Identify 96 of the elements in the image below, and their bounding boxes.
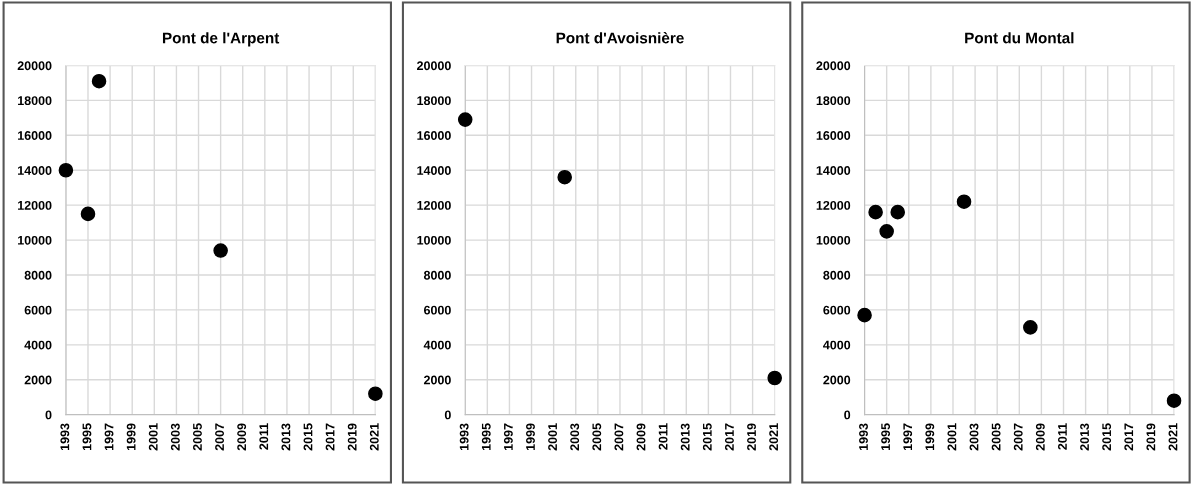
x-tick-label: 1999 <box>526 423 535 451</box>
x-tick-label: 2007 <box>614 423 624 451</box>
point <box>1023 320 1038 335</box>
x-tick-label: 2019 <box>747 423 756 451</box>
y-tick-label: 0 <box>844 410 851 420</box>
y-tick-label: 16000 <box>816 131 851 140</box>
x-tick-label: 2003 <box>969 423 979 451</box>
y-tick-label: 10000 <box>18 235 52 245</box>
x-tick-label: 2015 <box>702 423 712 451</box>
x-tick-label: 2017 <box>1124 423 1134 451</box>
point <box>58 162 74 178</box>
y-tick-label: 2000 <box>24 375 52 385</box>
y-tick-label: 14000 <box>816 166 851 175</box>
x-tick-label: 2015 <box>1102 423 1112 451</box>
x-tick-label: 2017 <box>725 423 734 451</box>
x-tick-label: 1997 <box>503 423 513 451</box>
y-tick-label: 0 <box>45 410 52 420</box>
point <box>1166 393 1182 408</box>
point <box>868 204 883 220</box>
point <box>368 386 383 402</box>
y-tick-label: 12000 <box>417 200 451 210</box>
y-tick-label: 6000 <box>823 305 851 315</box>
y-tick-label: 14000 <box>417 166 451 175</box>
x-tick-label: 2013 <box>680 423 690 451</box>
y-tick-label: 10000 <box>417 235 451 245</box>
y-tick-label: 8000 <box>24 270 52 280</box>
x-tick-label: 1995 <box>82 423 92 451</box>
y-tick-label: 18000 <box>18 96 52 106</box>
y-tick-label: 6000 <box>24 305 52 315</box>
x-tick-label: 1993 <box>859 423 868 451</box>
x-tick-label: 2011 <box>658 423 668 450</box>
point <box>91 73 107 89</box>
x-tick-label: 2005 <box>193 423 202 451</box>
x-tick-label: 2001 <box>548 423 557 451</box>
x-tick-label: 2021 <box>369 423 379 451</box>
point <box>956 194 972 209</box>
y-tick-label: 2000 <box>423 375 451 385</box>
x-tick-label: 2011 <box>1058 423 1067 450</box>
point <box>857 307 872 323</box>
y-tick-label: 12000 <box>18 200 52 210</box>
y-tick-label: 2000 <box>823 375 851 385</box>
x-tick-label: 2013 <box>281 423 291 451</box>
point <box>557 169 572 185</box>
point <box>767 370 782 386</box>
x-tick-label: 2021 <box>1168 423 1178 451</box>
x-tick-label: 2003 <box>170 423 180 451</box>
y-tick-label: 6000 <box>423 305 451 315</box>
x-tick-label: 2005 <box>592 423 602 451</box>
x-tick-label: 2015 <box>303 423 313 451</box>
point <box>213 243 228 258</box>
y-tick-label: 4000 <box>24 340 52 350</box>
y-tick-label: 12000 <box>816 200 851 210</box>
x-tick-label: 1995 <box>881 423 891 451</box>
point <box>890 204 905 220</box>
x-tick-label: 2007 <box>215 423 224 451</box>
x-tick-label: 1995 <box>481 423 491 451</box>
y-tick-label: 16000 <box>18 131 52 140</box>
y-tick-label: 0 <box>444 410 451 420</box>
x-tick-label: 2009 <box>237 423 247 451</box>
x-tick-label: 2019 <box>347 423 357 451</box>
y-tick-label: 14000 <box>18 166 52 175</box>
x-tick-label: 2013 <box>1080 423 1089 451</box>
chart-title: Pont du Montal <box>965 32 1074 44</box>
y-tick-label: 4000 <box>423 340 451 350</box>
x-tick-label: 2001 <box>148 423 158 451</box>
y-tick-label: 4000 <box>823 340 851 350</box>
x-tick-label: 2001 <box>947 423 957 451</box>
x-tick-label: 1997 <box>903 423 913 451</box>
x-tick-label: 1997 <box>104 423 114 451</box>
y-tick-label: 16000 <box>417 131 451 140</box>
x-tick-label: 1993 <box>459 423 469 451</box>
x-tick-label: 2019 <box>1146 423 1156 451</box>
point <box>879 224 894 239</box>
y-tick-label: 18000 <box>417 96 451 106</box>
y-tick-label: 8000 <box>823 270 851 280</box>
y-tick-label: 20000 <box>17 61 52 71</box>
x-tick-label: 2007 <box>1013 423 1023 451</box>
x-tick-label: 2021 <box>769 423 779 451</box>
point <box>457 112 473 127</box>
x-tick-label: 1999 <box>126 423 136 451</box>
x-tick-label: 2011 <box>259 423 269 450</box>
x-tick-label: 2009 <box>636 423 646 451</box>
y-tick-label: 10000 <box>816 235 851 245</box>
chart-title: Pont d'Avoisnière <box>556 32 684 44</box>
point <box>80 206 96 222</box>
x-tick-label: 2009 <box>1035 423 1045 451</box>
y-tick-label: 18000 <box>816 96 851 106</box>
x-tick-label: 1993 <box>60 423 70 451</box>
y-tick-label: 20000 <box>417 61 451 71</box>
y-tick-label: 20000 <box>816 61 851 71</box>
y-tick-label: 8000 <box>423 270 451 280</box>
x-tick-label: 2017 <box>325 423 335 451</box>
x-tick-label: 2003 <box>570 423 580 451</box>
x-tick-label: 2005 <box>991 423 1001 451</box>
chart-title: Pont de l'Arpent <box>162 32 280 47</box>
x-tick-label: 1999 <box>925 423 935 451</box>
